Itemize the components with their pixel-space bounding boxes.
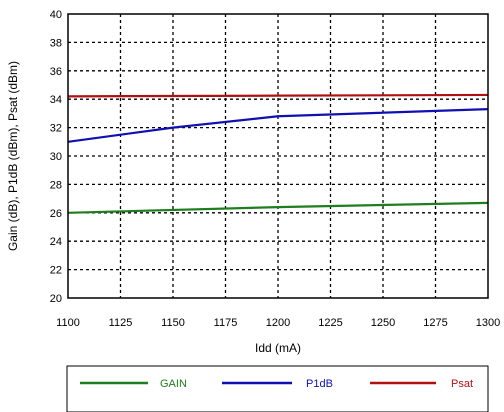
- legend-box: [66, 365, 489, 412]
- x-tick-label: 1275: [423, 317, 447, 329]
- legend: GAIN P1dB Psat: [66, 365, 489, 412]
- grid-lines: [68, 14, 488, 298]
- x-tick-label: 1250: [371, 317, 395, 329]
- y-tick-label: 36: [50, 66, 62, 78]
- x-tick-labels: 1100 1125 1150 1175 1200 1225 1250 1275 1300: [56, 317, 500, 329]
- y-tick-label: 30: [50, 151, 62, 163]
- x-tick-label: 1150: [161, 317, 185, 329]
- series-line-gain: [67, 201, 489, 214]
- y-tick-label: 32: [50, 123, 62, 135]
- series-line-psat: [67, 93, 489, 98]
- y-tick-label: 28: [50, 179, 62, 191]
- x-tick-label: 1100: [56, 317, 80, 329]
- y-tick-labels: 20 22 24 26 28 30 32 34 36 38 40: [50, 9, 62, 305]
- y-axis-label: Gain (dB), P1dB (dBm), Psat (dBm): [6, 61, 20, 251]
- legend-label-p1db: P1dB: [306, 378, 333, 390]
- x-tick-label: 1200: [266, 317, 290, 329]
- y-tick-label: 26: [50, 208, 62, 220]
- y-tick-label: 40: [50, 9, 62, 21]
- y-tick-label: 24: [50, 236, 62, 248]
- series-lines: [67, 93, 489, 214]
- x-tick-label: 1175: [214, 317, 238, 329]
- plot-area-frame: [67, 13, 489, 299]
- legend-label-gain: GAIN: [160, 378, 187, 390]
- x-tick-label: 1125: [109, 317, 133, 329]
- y-tick-label: 38: [50, 37, 62, 49]
- y-tick-label: 22: [50, 265, 62, 277]
- y-tick-label: 34: [50, 94, 62, 106]
- x-tick-label: 1225: [318, 317, 342, 329]
- series-line-p1db: [67, 108, 489, 143]
- x-tick-label: 1300: [476, 317, 500, 329]
- x-axis-label: Idd (mA): [255, 341, 301, 355]
- legend-label-psat: Psat: [451, 378, 473, 390]
- y-tick-label: 20: [50, 293, 62, 305]
